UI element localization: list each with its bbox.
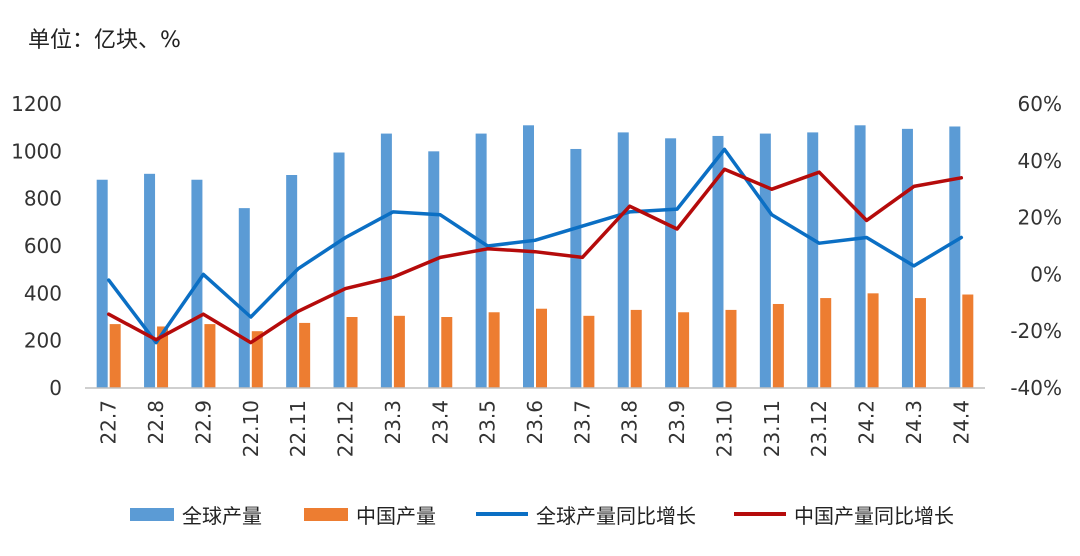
unit-label: 单位：亿块、% xyxy=(28,28,181,53)
y-left-tick-label: 800 xyxy=(24,187,62,211)
x-tick-label: 23.8 xyxy=(618,400,642,445)
bar-china-output xyxy=(867,293,879,388)
bar-global-output xyxy=(333,152,345,388)
x-tick-label: 22.10 xyxy=(239,400,263,457)
bar-global-output xyxy=(475,133,487,388)
line-china-yoy xyxy=(106,167,964,345)
legend-swatch-global-yoy xyxy=(476,512,528,516)
legend-label-china-yoy: 中国产量同比增长 xyxy=(794,503,954,528)
legend-swatch-china-output xyxy=(304,507,348,521)
legend-item-china-output: 中国产量 xyxy=(304,494,436,534)
bar-china-output xyxy=(772,303,784,388)
legend-item-china-yoy: 中国产量同比增长 xyxy=(734,494,954,534)
bar-global-output xyxy=(617,132,629,388)
x-tick-label: 23.6 xyxy=(523,400,547,445)
y-right-tick-label: 40% xyxy=(1018,149,1062,173)
y-right-tick-label: -40% xyxy=(1010,376,1062,400)
x-tick-label: 24.2 xyxy=(855,400,879,445)
bar-china-output xyxy=(204,324,216,388)
bar-global-output xyxy=(144,173,156,388)
bar-global-output xyxy=(665,138,677,388)
bar-global-output xyxy=(807,132,819,388)
x-tick-label: 23.4 xyxy=(428,400,452,445)
legend-item-global-output: 全球产量 xyxy=(130,494,262,534)
bar-china-output xyxy=(820,298,832,388)
bar-china-output xyxy=(583,315,595,388)
bar-china-output xyxy=(251,331,263,388)
y-left-tick-label: 400 xyxy=(24,281,62,305)
legend: 全球产量 中国产量 全球产量同比增长 中国产量同比增长 xyxy=(0,494,1080,534)
bar-china-output xyxy=(109,324,121,388)
bar-global-output xyxy=(380,133,392,388)
y-right-tick-label: 0% xyxy=(1030,262,1062,286)
x-tick-label: 22.8 xyxy=(144,400,168,445)
x-tick-label: 24.4 xyxy=(949,400,973,445)
bar-china-output xyxy=(630,309,642,388)
legend-label-global-output: 全球产量 xyxy=(182,503,262,528)
bar-china-output xyxy=(441,317,453,388)
x-tick-label: 23.9 xyxy=(665,400,689,445)
y-left-tick-label: 600 xyxy=(24,234,62,258)
y-right-tick-label: 60% xyxy=(1018,92,1062,116)
y-left-tick-label: 200 xyxy=(24,329,62,353)
x-tick-label: 23.7 xyxy=(570,400,594,445)
bar-china-output xyxy=(488,312,500,388)
legend-item-global-yoy: 全球产量同比增长 xyxy=(476,494,696,534)
x-tick-label: 24.3 xyxy=(902,400,926,445)
x-tick-label: 22.11 xyxy=(286,400,310,457)
x-tick-label: 22.12 xyxy=(334,400,358,457)
bar-global-output xyxy=(286,175,298,388)
bar-china-output xyxy=(962,294,974,388)
line-global-yoy xyxy=(106,147,964,345)
x-tick-label: 23.5 xyxy=(476,400,500,445)
y-left-tick-label: 0 xyxy=(49,376,62,400)
bar-global-output xyxy=(523,125,534,389)
bar-china-output xyxy=(678,312,690,388)
bar-global-output xyxy=(570,148,582,388)
bar-global-output xyxy=(96,179,108,388)
y-right-tick-label: 20% xyxy=(1018,206,1062,230)
x-tick-label: 22.7 xyxy=(97,400,121,445)
bar-china-output xyxy=(914,298,926,388)
legend-label-global-yoy: 全球产量同比增长 xyxy=(536,503,696,528)
bar-china-output xyxy=(299,322,311,388)
bar-china-output xyxy=(725,309,737,388)
y-left-tick-label: 1000 xyxy=(11,139,62,163)
legend-swatch-china-yoy xyxy=(734,512,786,516)
bar-china-output xyxy=(157,326,169,388)
bar-global-output xyxy=(759,133,771,388)
legend-label-china-output: 中国产量 xyxy=(356,503,436,528)
bar-global-output xyxy=(949,126,961,388)
y-right-tick-label: -20% xyxy=(1010,319,1062,343)
bar-china-output xyxy=(536,308,547,388)
x-tick-label: 23.3 xyxy=(381,400,405,445)
y-left-tick-label: 1200 xyxy=(11,92,62,116)
x-tick-label: 23.11 xyxy=(760,400,784,457)
bar-global-output xyxy=(238,208,250,388)
bar-global-output xyxy=(901,128,913,388)
x-tick-label: 23.10 xyxy=(712,400,736,457)
bar-global-output xyxy=(712,135,724,388)
bar-global-output xyxy=(854,125,866,389)
bar-china-output xyxy=(346,317,358,388)
x-tick-label: 22.9 xyxy=(191,400,215,445)
bar-global-output xyxy=(428,151,440,388)
x-tick-label: 23.12 xyxy=(807,400,831,457)
legend-swatch-global-output xyxy=(130,507,174,521)
bar-china-output xyxy=(393,315,405,388)
